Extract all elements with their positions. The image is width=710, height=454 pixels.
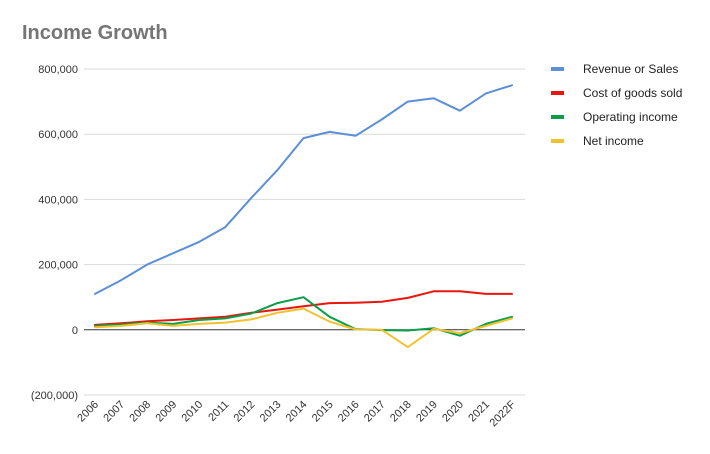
x-axis-tick-labels: 2006 2007 2008 2009 2010 2011 2012 2013 2014 2015…: [75, 398, 518, 429]
series-line-revenue-or-sales: [94, 84, 513, 295]
x-tick-label: 2009: [154, 399, 180, 425]
legend-swatch: [551, 91, 564, 95]
x-tick-label: 2013: [258, 399, 284, 425]
chart-title: Income Growth: [22, 22, 168, 44]
y-tick-label: (200,000): [31, 390, 78, 402]
y-tick-label: 400,000: [38, 194, 78, 206]
series-line-cost-of-goods-sold: [94, 290, 513, 326]
y-tick-label: 600,000: [38, 129, 78, 141]
x-tick-label: 2017: [362, 399, 388, 425]
x-tick-label: 2022F: [488, 398, 519, 429]
legend-swatch: [551, 139, 564, 143]
y-axis-tick-labels: (200,000) 0 200,000 400,000 600,000 800,000: [31, 64, 78, 402]
legend-swatch: [551, 115, 564, 119]
x-tick-label: 2011: [206, 399, 231, 424]
legend-label: Net income: [583, 134, 644, 148]
legend-label: Operating income: [583, 110, 678, 124]
legend-swatch: [551, 67, 564, 71]
x-tick-label: 2007: [101, 399, 127, 425]
x-tick-label: 2015: [310, 399, 336, 425]
series-lines: [94, 84, 513, 349]
legend: Revenue or Sales Cost of goods sold Operat…: [551, 62, 682, 148]
x-tick-label: 2006: [75, 399, 101, 425]
grid-lines: [84, 68, 525, 396]
x-tick-label: 2018: [388, 399, 414, 425]
y-tick-label: 200,000: [38, 260, 78, 272]
legend-label: Revenue or Sales: [583, 62, 678, 76]
series-line-net-income: [94, 307, 513, 349]
x-tick-label: 2014: [284, 399, 310, 425]
x-tick-label: 2008: [127, 399, 153, 425]
x-tick-label: 2019: [414, 399, 440, 425]
x-tick-label: 2010: [180, 399, 206, 425]
y-tick-label: 0: [72, 325, 78, 337]
legend-label: Cost of goods sold: [583, 86, 682, 100]
y-tick-label: 800,000: [38, 64, 78, 76]
x-tick-label: 2012: [232, 399, 258, 425]
x-tick-label: 2020: [440, 399, 466, 425]
x-tick-label: 2016: [336, 399, 362, 425]
